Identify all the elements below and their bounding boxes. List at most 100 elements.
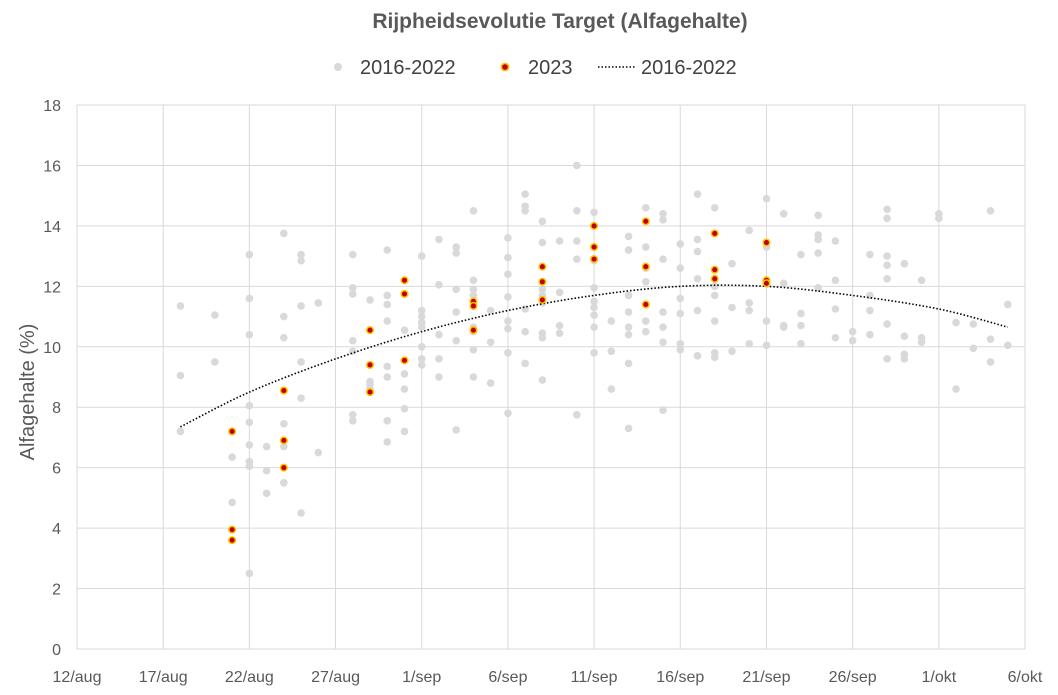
data-point-2023 (710, 229, 719, 238)
data-point-historic (417, 361, 426, 369)
data-point-historic (262, 442, 271, 451)
data-point-historic (676, 240, 685, 248)
data-point-historic (710, 317, 719, 325)
data-point-historic (745, 339, 754, 348)
series-historic-points (176, 161, 1012, 578)
data-point-historic (297, 302, 305, 310)
x-axis-ticks: 12/aug 17/aug 22/aug 27/aug 1/sep 6/sep 11/sep… (53, 669, 1043, 686)
data-point-historic (676, 294, 685, 303)
y-tick-label: 18 (43, 98, 61, 115)
data-point-2023 (279, 436, 288, 445)
data-point-historic (452, 336, 461, 345)
data-point-historic (900, 259, 909, 268)
data-point-historic (245, 569, 254, 578)
data-point-historic (986, 358, 995, 366)
data-point-historic (383, 438, 392, 446)
data-point-historic (228, 498, 236, 507)
data-point-2023 (228, 536, 237, 545)
data-point-historic (831, 276, 840, 285)
data-point-historic (831, 333, 840, 342)
data-point-2023 (641, 262, 650, 271)
data-point-historic (797, 321, 805, 330)
data-point-2023 (469, 326, 478, 335)
data-point-historic (555, 288, 564, 297)
y-tick-label: 10 (43, 340, 61, 357)
data-point-historic (555, 321, 564, 330)
data-point-historic (417, 342, 426, 351)
data-point-historic (642, 327, 650, 336)
x-tick-label: 6/okt (1008, 669, 1043, 686)
data-point-historic (883, 320, 891, 328)
data-point-historic (555, 329, 564, 337)
data-point-historic (642, 278, 650, 286)
data-point-historic (590, 303, 598, 312)
data-point-historic (521, 327, 529, 336)
data-point-historic (435, 281, 443, 289)
data-point-2023 (762, 238, 771, 247)
data-point-historic (176, 371, 185, 380)
data-point-historic (710, 203, 719, 212)
data-point-historic (710, 353, 719, 362)
data-point-historic (452, 285, 461, 294)
data-point-historic (245, 330, 254, 339)
data-point-2023 (641, 300, 650, 309)
data-point-historic (728, 347, 736, 356)
data-point-historic (624, 330, 633, 339)
data-point-historic (383, 373, 392, 381)
data-point-historic (400, 326, 409, 334)
data-point-historic (366, 296, 374, 304)
data-point-historic (211, 358, 219, 366)
data-point-historic (831, 237, 840, 245)
data-point-historic (814, 249, 822, 257)
data-point-2023 (400, 289, 409, 298)
series-2023-points (228, 217, 771, 545)
data-point-historic (642, 203, 650, 212)
data-point-historic (435, 355, 443, 363)
data-point-historic (486, 338, 495, 347)
data-point-historic (486, 306, 495, 315)
data-point-historic (348, 250, 357, 259)
data-point-historic (624, 232, 633, 241)
x-tick-label: 16/sep (656, 669, 704, 686)
chart-title: Rijpheidsevolutie Target (Alfagehalte) (372, 10, 747, 33)
data-point-historic (624, 308, 633, 316)
y-tick-label: 4 (52, 521, 61, 538)
data-point-historic (417, 312, 426, 321)
data-point-2023 (365, 326, 375, 335)
data-point-historic (676, 264, 685, 273)
data-point-historic (538, 376, 547, 384)
data-point-historic (710, 291, 719, 300)
data-point-historic (607, 347, 616, 356)
data-point-historic (435, 235, 443, 244)
data-point-historic (866, 330, 874, 339)
series-trendline (180, 284, 1008, 428)
data-point-2023 (400, 276, 409, 285)
data-point-historic (211, 311, 219, 319)
data-point-historic (986, 206, 995, 215)
data-point-historic (383, 317, 392, 325)
data-point-historic (659, 255, 667, 263)
legend-item-2023: 2023 (500, 57, 573, 79)
data-point-historic (710, 282, 719, 291)
data-point-historic (866, 250, 874, 259)
y-tick-label: 8 (52, 400, 61, 417)
x-tick-label: 22/aug (225, 669, 274, 686)
data-point-historic (693, 235, 702, 244)
data-point-historic (435, 330, 443, 339)
data-point-historic (504, 293, 512, 301)
data-point-historic (348, 410, 357, 419)
data-point-historic (504, 409, 512, 418)
data-point-historic (280, 229, 288, 238)
data-point-historic (935, 214, 943, 223)
data-point-2023 (590, 242, 599, 252)
data-point-historic (504, 349, 512, 357)
data-point-2023 (762, 279, 771, 288)
data-point-historic (280, 478, 288, 487)
data-point-historic (469, 291, 478, 300)
legend-label-historic: 2016-2022 (360, 57, 456, 79)
data-point-2023 (590, 255, 599, 264)
data-point-historic (624, 424, 633, 433)
y-tick-label: 6 (52, 461, 61, 478)
legend-item-historic: 2016-2022 (334, 57, 456, 79)
x-tick-label: 11/sep (571, 669, 618, 686)
